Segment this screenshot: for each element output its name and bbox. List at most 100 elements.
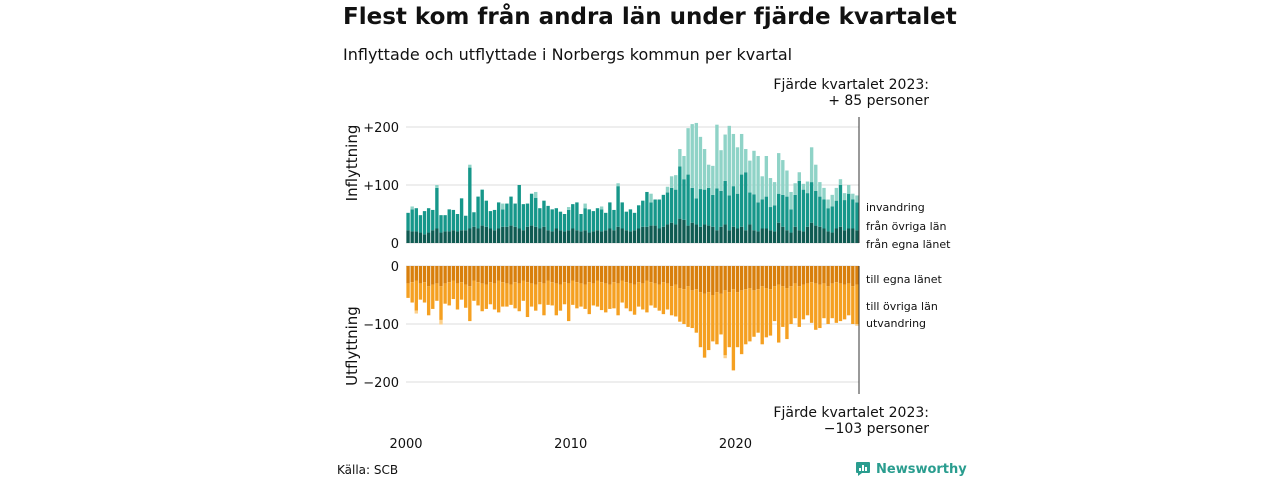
bar-inflow-imm bbox=[842, 193, 847, 201]
bar-inflow-own bbox=[772, 231, 777, 243]
bar-outflow-other bbox=[492, 283, 497, 310]
bar-outflow-other bbox=[579, 283, 583, 307]
bar-inflow-imm bbox=[468, 164, 472, 168]
bar-inflow-other bbox=[484, 200, 488, 227]
bar-outflow-other bbox=[505, 283, 509, 307]
bar-inflow-imm bbox=[566, 207, 571, 210]
bar-outflow-other bbox=[805, 283, 810, 316]
bar-outflow-own bbox=[476, 266, 480, 283]
bar-outflow-own bbox=[739, 266, 744, 291]
newsworthy-logo[interactable]: Newsworthy bbox=[855, 461, 967, 477]
bar-inflow-own bbox=[422, 234, 427, 243]
bar-outflow-other bbox=[797, 286, 801, 327]
bar-inflow-other bbox=[801, 189, 806, 232]
bar-inflow-other bbox=[628, 209, 633, 232]
bar-outflow-other bbox=[711, 295, 715, 342]
bar-outflow-other bbox=[632, 284, 637, 315]
bar-outflow-own bbox=[777, 266, 781, 285]
bar-inflow-other bbox=[694, 198, 699, 225]
bar-outflow-own bbox=[682, 266, 686, 290]
bar-inflow-imm bbox=[649, 193, 653, 203]
bar-outflow-other bbox=[760, 286, 764, 345]
bar-inflow-other bbox=[431, 209, 435, 231]
bar-outflow-other bbox=[842, 284, 847, 320]
bar-outflow-own bbox=[772, 266, 777, 287]
bar-outflow-own bbox=[468, 266, 472, 287]
bar-outflow-own bbox=[715, 266, 719, 293]
bar-outflow-other bbox=[641, 283, 645, 310]
bar-outflow-own bbox=[711, 266, 715, 295]
bar-inflow-other bbox=[525, 203, 530, 227]
bar-inflow-other bbox=[674, 189, 678, 225]
bar-inflow-imm bbox=[690, 124, 694, 188]
bar-outflow-other bbox=[702, 293, 707, 358]
bar-inflow-own bbox=[451, 230, 456, 243]
bar-outflow-other bbox=[571, 280, 575, 305]
bar-inflow-imm bbox=[583, 203, 587, 209]
bar-inflow-own bbox=[636, 228, 641, 243]
bar-inflow-other bbox=[410, 209, 414, 232]
x-tick-label: 2000 bbox=[389, 437, 422, 452]
bar-outflow-other bbox=[546, 280, 550, 305]
bar-inflow-imm bbox=[855, 195, 859, 203]
bar-inflow-own bbox=[830, 232, 834, 243]
bar-inflow-own bbox=[488, 228, 493, 243]
bar-outflow-own bbox=[744, 266, 748, 290]
bar-outflow-other bbox=[476, 282, 480, 306]
bar-inflow-other bbox=[542, 200, 546, 227]
bar-inflow-other bbox=[571, 204, 575, 229]
bar-outflow-other bbox=[706, 292, 711, 351]
bar-inflow-other bbox=[476, 196, 480, 229]
bar-inflow-own bbox=[641, 226, 645, 243]
source-label: Källa: SCB bbox=[337, 463, 399, 477]
bar-inflow-other bbox=[616, 186, 620, 227]
bar-inflow-other bbox=[665, 192, 670, 225]
bar-outflow-own bbox=[636, 266, 641, 283]
bar-outflow-own bbox=[575, 266, 579, 283]
bar-inflow-own bbox=[768, 230, 773, 243]
bar-outflow-own bbox=[538, 266, 542, 283]
bar-inflow-imm bbox=[616, 183, 620, 187]
bar-outflow-own bbox=[851, 266, 855, 287]
bar-inflow-other bbox=[711, 194, 715, 227]
bar-outflow-other bbox=[521, 280, 526, 301]
bar-inflow-other bbox=[480, 189, 484, 226]
bar-outflow-own bbox=[447, 266, 451, 283]
bar-outflow-other bbox=[645, 280, 649, 313]
bar-outflow-other bbox=[422, 282, 427, 303]
bar-inflow-own bbox=[851, 228, 855, 243]
bar-inflow-own bbox=[566, 230, 571, 243]
bar-inflow-own bbox=[669, 222, 674, 243]
bar-outflow-own bbox=[669, 266, 674, 287]
bar-outflow-own bbox=[426, 266, 431, 287]
bar-outflow-other bbox=[566, 283, 571, 322]
bar-inflow-imm bbox=[789, 191, 793, 210]
bar-inflow-other bbox=[698, 189, 703, 227]
bar-inflow-own bbox=[431, 230, 435, 243]
bar-outflow-own bbox=[488, 266, 493, 283]
bar-outflow-other bbox=[599, 282, 604, 311]
bar-inflow-other bbox=[727, 195, 731, 231]
bar-outflow-other bbox=[809, 282, 814, 323]
series-label-outflow: till egna länet bbox=[866, 273, 942, 286]
bar-inflow-own bbox=[554, 228, 559, 243]
bar-outflow-other bbox=[669, 286, 674, 316]
bar-inflow-own bbox=[793, 226, 797, 243]
bar-outflow-own bbox=[459, 266, 464, 283]
bar-outflow-other bbox=[529, 283, 534, 307]
bar-inflow-imm bbox=[702, 149, 707, 190]
bar-inflow-own bbox=[657, 228, 661, 243]
bar-inflow-own bbox=[496, 228, 501, 243]
bar-inflow-own bbox=[715, 230, 719, 243]
bar-inflow-own bbox=[632, 230, 637, 243]
bar-outflow-own bbox=[529, 266, 534, 284]
bar-outflow-own bbox=[814, 266, 818, 284]
series-label-outflow: utvandring bbox=[866, 317, 926, 330]
series-label-inflow: från övriga län bbox=[866, 220, 946, 233]
bar-inflow-own bbox=[814, 225, 818, 243]
bar-inflow-other bbox=[554, 208, 559, 229]
bar-inflow-other bbox=[809, 182, 814, 223]
bar-inflow-own bbox=[575, 230, 579, 243]
series-label-inflow: invandring bbox=[866, 201, 925, 214]
bar-outflow-own bbox=[414, 266, 418, 281]
